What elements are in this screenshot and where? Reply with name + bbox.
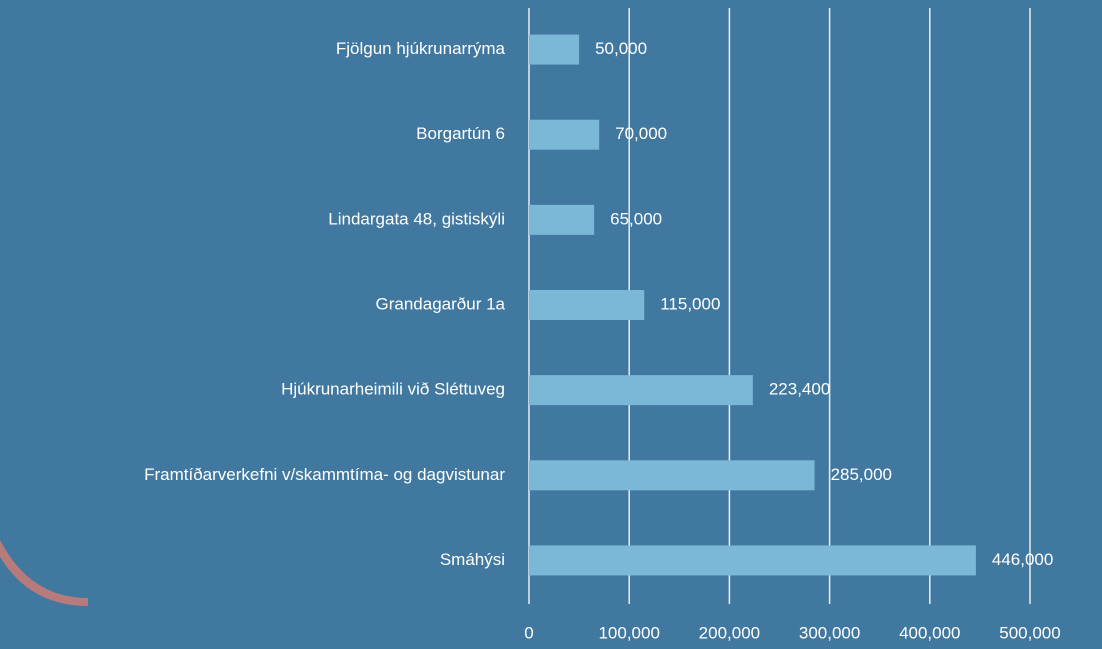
data-label: 50,000 — [595, 39, 647, 58]
decorative-arc — [0, 540, 88, 606]
x-tick-label: 400,000 — [899, 623, 960, 642]
x-tick-label: 100,000 — [598, 623, 659, 642]
bar — [529, 204, 595, 235]
y-tick-label: Hjúkrunarheimili við Sléttuveg — [281, 380, 505, 399]
bar — [529, 375, 753, 406]
data-label: 223,400 — [769, 380, 830, 399]
y-tick-label: Grandagarður 1a — [376, 294, 506, 313]
y-tick-label: Framtíðarverkefni v/skammtíma- og dagvis… — [144, 465, 505, 484]
bar — [529, 290, 645, 320]
x-tick-label: 0 — [524, 623, 533, 642]
bar — [529, 460, 815, 491]
y-tick-label: Lindargata 48, gistiskýli — [328, 209, 505, 228]
data-label: 115,000 — [660, 294, 720, 313]
data-label: 70,000 — [615, 124, 667, 143]
bar — [529, 545, 976, 576]
y-tick-label: Fjölgun hjúkrunarrýma — [336, 39, 506, 58]
y-tick-label: Borgartún 6 — [416, 124, 505, 143]
data-label: 65,000 — [610, 209, 662, 228]
x-tick-label: 300,000 — [799, 623, 860, 642]
x-tick-label: 200,000 — [699, 623, 760, 642]
x-tick-label: 500,000 — [999, 623, 1060, 642]
data-label: 285,000 — [831, 465, 892, 484]
bar — [529, 34, 580, 65]
bar — [529, 119, 600, 150]
data-label: 446,000 — [992, 550, 1053, 569]
y-tick-label: Smáhýsi — [440, 550, 505, 569]
